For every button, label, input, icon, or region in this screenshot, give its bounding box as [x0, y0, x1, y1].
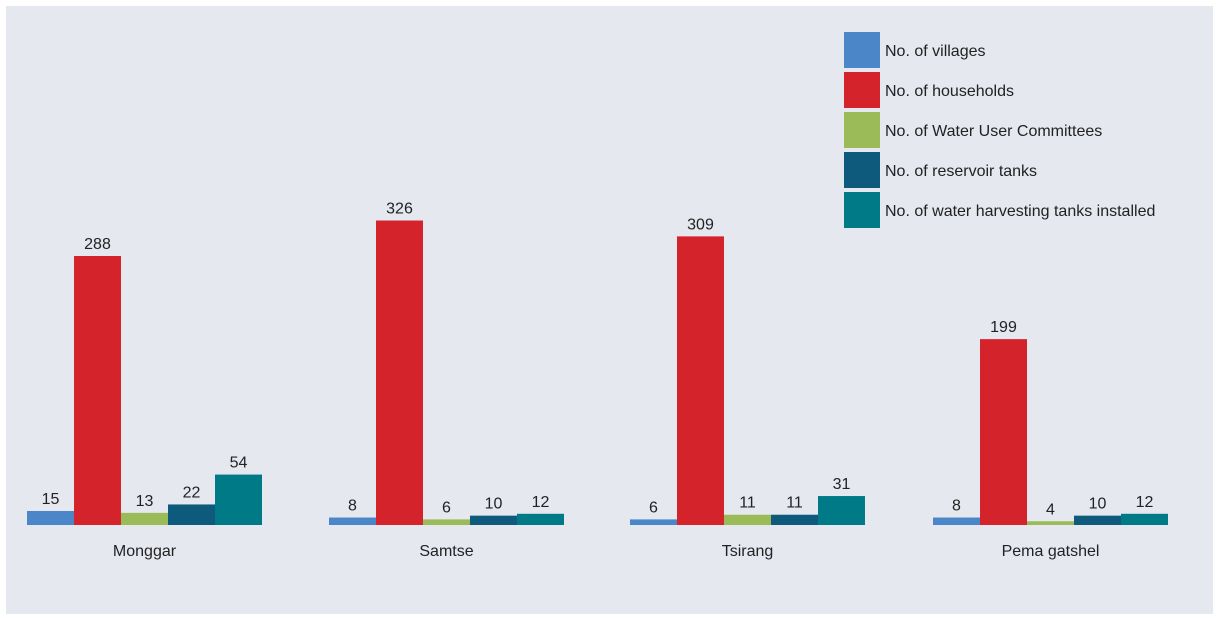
- category-label: Monggar: [113, 543, 177, 560]
- bar-monggar-series-0: [27, 510, 74, 525]
- bar-tsirang-series-1: [677, 236, 724, 525]
- legend-swatch: [844, 32, 880, 68]
- category-label: Tsirang: [722, 543, 774, 560]
- bar-tsirang-series-0: [630, 519, 677, 525]
- data-label: 8: [952, 498, 961, 515]
- bar-samtse-series-3: [470, 515, 517, 525]
- bar-samtse-series-2: [423, 519, 470, 525]
- bar-samtse-series-0: [329, 517, 376, 525]
- bar-pema-gatshel-series-3: [1074, 515, 1121, 525]
- legend-swatch: [844, 72, 880, 108]
- category-label: Pema gatshel: [1002, 543, 1100, 560]
- bar-monggar-series-1: [74, 256, 121, 525]
- category-label: Samtse: [419, 543, 473, 560]
- data-label: 309: [687, 216, 714, 233]
- legend-swatch: [844, 112, 880, 148]
- bar-monggar-series-3: [168, 504, 215, 525]
- data-label: 11: [739, 495, 756, 512]
- data-label: 6: [649, 499, 658, 516]
- data-label: 22: [183, 484, 201, 501]
- legend-label: No. of reservoir tanks: [885, 163, 1037, 180]
- bar-samtse-series-1: [376, 220, 423, 525]
- data-label: 288: [84, 236, 111, 253]
- data-label: 15: [42, 491, 60, 508]
- data-label: 10: [1089, 496, 1107, 513]
- data-label: 199: [990, 319, 1017, 336]
- bar-tsirang-series-2: [724, 514, 771, 525]
- data-label: 10: [485, 496, 503, 513]
- bar-monggar-series-4: [215, 474, 262, 525]
- legend-swatch: [844, 192, 880, 228]
- data-label: 12: [1136, 494, 1154, 511]
- bar-pema-gatshel-series-0: [933, 517, 980, 525]
- data-label: 4: [1046, 501, 1055, 518]
- data-label: 6: [442, 499, 451, 516]
- legend-label: No. of Water User Committees: [885, 123, 1102, 140]
- data-label: 31: [833, 476, 851, 493]
- data-label: 11: [786, 495, 803, 512]
- bar-pema-gatshel-series-2: [1027, 521, 1074, 525]
- data-label: 54: [230, 455, 248, 472]
- bar-pema-gatshel-series-4: [1121, 513, 1168, 525]
- data-label: 8: [348, 498, 357, 515]
- data-label: 12: [532, 494, 550, 511]
- legend-label: No. of water harvesting tanks installed: [885, 203, 1155, 220]
- bar-tsirang-series-4: [818, 496, 865, 525]
- legend-label: No. of households: [885, 83, 1014, 100]
- bar-monggar-series-2: [121, 512, 168, 525]
- data-label: 326: [386, 201, 413, 218]
- bar-pema-gatshel-series-1: [980, 339, 1027, 525]
- legend-label: No. of villages: [885, 43, 986, 60]
- bar-tsirang-series-3: [771, 514, 818, 525]
- data-label: 13: [136, 493, 154, 510]
- legend-swatch: [844, 152, 880, 188]
- bar-samtse-series-4: [517, 513, 564, 525]
